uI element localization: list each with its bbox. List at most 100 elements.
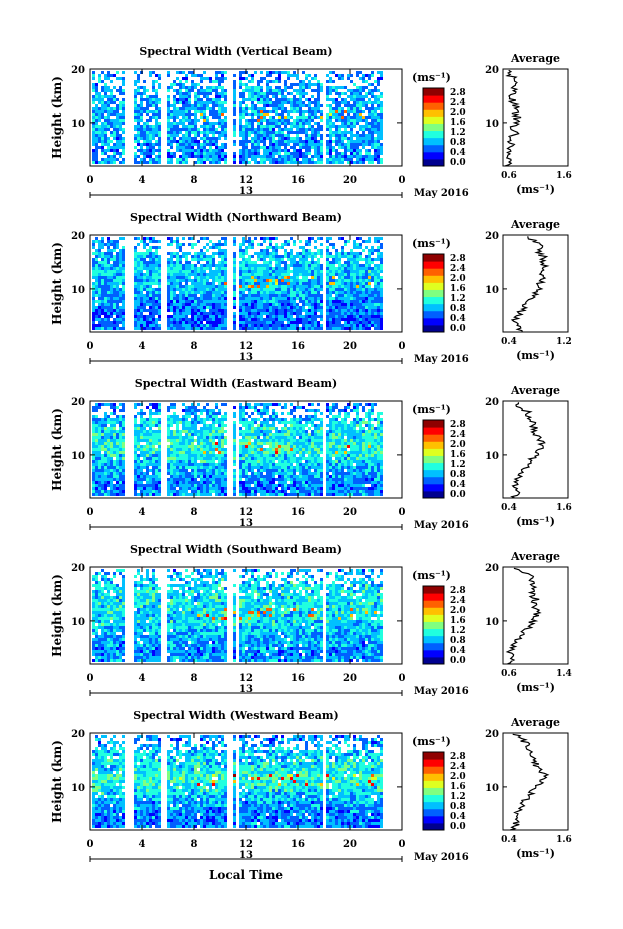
heatmap-cell	[317, 128, 320, 131]
heatmap-cell	[284, 161, 287, 164]
heatmap-cell	[350, 107, 353, 110]
heatmap-cell	[143, 140, 146, 143]
heatmap-cell	[329, 152, 332, 155]
heatmap-cell	[284, 83, 287, 86]
heatmap-cell	[182, 149, 185, 152]
heatmap-cell	[302, 273, 305, 276]
heatmap-cell	[308, 261, 311, 264]
heatmap-cell	[353, 119, 356, 122]
heatmap-cell	[104, 315, 107, 318]
heatmap-cell	[269, 324, 272, 327]
heatmap-cell	[167, 267, 170, 270]
heatmap-cell	[314, 149, 317, 152]
heatmap-cell	[110, 421, 113, 424]
heatmap-cell	[341, 92, 344, 95]
heatmap-cell	[212, 273, 215, 276]
heatmap-cell	[248, 294, 251, 297]
heatmap-cell	[113, 152, 116, 155]
heatmap-cell	[158, 297, 161, 300]
heatmap-cell	[158, 300, 161, 303]
heatmap-cell	[221, 282, 224, 285]
heatmap-cell	[281, 327, 284, 330]
heatmap-cell	[326, 119, 329, 122]
avg-y-tick-label: 20	[485, 231, 499, 242]
heatmap-cell	[329, 71, 332, 74]
heatmap-cell	[269, 86, 272, 89]
heatmap-cell	[140, 415, 143, 418]
heatmap-cell	[101, 240, 104, 243]
heatmap-cell	[263, 306, 266, 309]
heatmap-cell	[245, 297, 248, 300]
heatmap-cell	[95, 418, 98, 421]
heatmap-cell	[335, 273, 338, 276]
heatmap-cell	[377, 134, 380, 137]
heatmap-cell	[182, 285, 185, 288]
heatmap-cell	[308, 243, 311, 246]
heatmap-cell	[101, 424, 104, 427]
heatmap-cell	[104, 279, 107, 282]
heatmap-cell	[350, 267, 353, 270]
heatmap-cell	[92, 143, 95, 146]
heatmap-cell	[95, 110, 98, 113]
heatmap-cell	[374, 285, 377, 288]
heatmap-cell	[95, 421, 98, 424]
heatmap-cell	[152, 252, 155, 255]
heatmap-cell	[143, 288, 146, 291]
heatmap-cell	[260, 294, 263, 297]
heatmap-cell	[251, 321, 254, 324]
heatmap-cell	[290, 279, 293, 282]
heatmap-cell	[137, 113, 140, 116]
heatmap-cell	[245, 113, 248, 116]
heatmap-cell	[305, 122, 308, 125]
heatmap-cell	[311, 110, 314, 113]
heatmap-cell	[155, 149, 158, 152]
heatmap-cell	[377, 327, 380, 330]
heatmap-cell	[356, 312, 359, 315]
heatmap-cell	[110, 439, 113, 442]
heatmap-cell	[101, 152, 104, 155]
heatmap-cell	[275, 107, 278, 110]
heatmap-cell	[185, 252, 188, 255]
heatmap-cell	[248, 119, 251, 122]
heatmap-cell	[92, 113, 95, 116]
heatmap-cell	[185, 86, 188, 89]
heatmap-cell	[98, 131, 101, 134]
heatmap-cell	[134, 119, 137, 122]
heatmap-cell	[356, 158, 359, 161]
heatmap-cell	[320, 125, 323, 128]
heatmap-cell	[275, 104, 278, 107]
heatmap-cell	[122, 143, 125, 146]
heatmap-cell	[299, 300, 302, 303]
heatmap-cell	[92, 246, 95, 249]
heatmap-cell	[380, 261, 383, 264]
heatmap-cell	[362, 297, 365, 300]
heatmap-cell	[140, 101, 143, 104]
heatmap-cell	[251, 158, 254, 161]
heatmap-cell	[290, 252, 293, 255]
heatmap-cell	[221, 327, 224, 330]
heatmap-cell	[137, 243, 140, 246]
heatmap-cell	[320, 86, 323, 89]
heatmap-cell	[143, 306, 146, 309]
heatmap-cell	[284, 273, 287, 276]
heatmap-cell	[320, 89, 323, 92]
heatmap-cell	[335, 294, 338, 297]
heatmap-cell	[374, 327, 377, 330]
heatmap-cell	[104, 291, 107, 294]
heatmap-cell	[173, 324, 176, 327]
heatmap-cell	[362, 161, 365, 164]
heatmap-cell	[371, 125, 374, 128]
heatmap-cell	[107, 237, 110, 240]
heatmap-cell	[215, 116, 218, 119]
heatmap-cell	[380, 104, 383, 107]
heatmap-cell	[200, 264, 203, 267]
heatmap-cell	[116, 137, 119, 140]
heatmap-cell	[251, 107, 254, 110]
heatmap-cell	[119, 140, 122, 143]
heatmap-cell	[326, 309, 329, 312]
heatmap-cell	[194, 125, 197, 128]
heatmap-cell	[101, 421, 104, 424]
heatmap-cell	[335, 128, 338, 131]
heatmap-cell	[122, 478, 125, 481]
heatmap-cell	[200, 324, 203, 327]
